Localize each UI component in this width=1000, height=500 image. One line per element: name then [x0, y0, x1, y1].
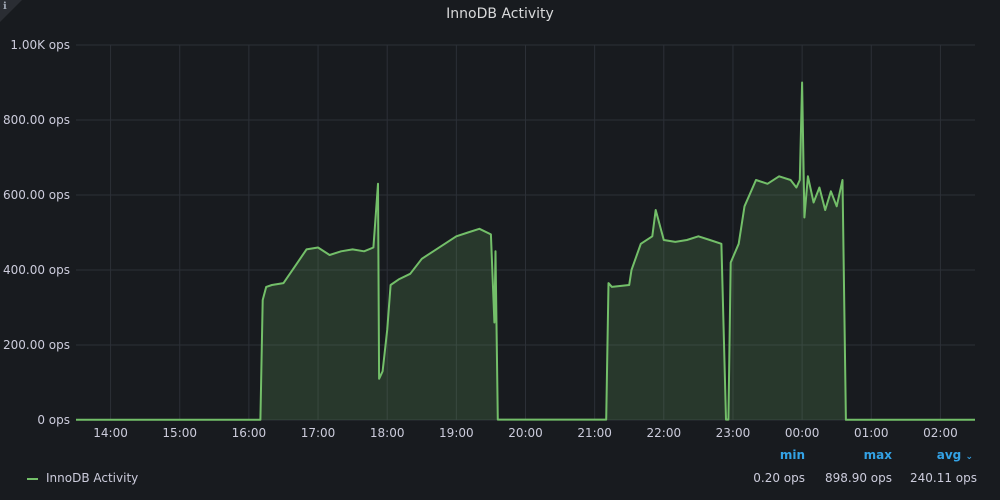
panel-title: InnoDB Activity — [446, 6, 554, 22]
y-tick-label: 600.00 ops — [3, 188, 70, 202]
avg-value: 240.11 ops — [909, 471, 977, 485]
x-tick-label: 20:00 — [508, 426, 543, 440]
x-tick-label: 23:00 — [716, 426, 751, 440]
x-tick-label: 21:00 — [577, 426, 612, 440]
legend-series-name[interactable]: InnoDB Activity — [46, 471, 139, 485]
y-tick-label: 400.00 ops — [3, 263, 70, 277]
x-tick-label: 19:00 — [439, 426, 474, 440]
x-tick-label: 00:00 — [785, 426, 820, 440]
min-value: 0.20 ops — [753, 471, 805, 485]
series-area-fill — [76, 82, 975, 420]
y-tick-label: 0 ops — [37, 413, 70, 427]
max-header[interactable]: max — [863, 448, 892, 462]
max-value: 898.90 ops — [824, 471, 892, 485]
legend: InnoDB Activity min max avg ⌄ 0.20 ops 8… — [0, 446, 1000, 500]
legend-swatch — [27, 478, 38, 480]
series-layer — [76, 81, 975, 421]
y-axis-ticks: 0 ops 200.00 ops 400.00 ops 600.00 ops 800.0… — [3, 38, 70, 427]
chevron-down-icon: ⌄ — [965, 452, 973, 462]
x-tick-label: 17:00 — [301, 426, 336, 440]
panel-corner[interactable] — [0, 0, 22, 22]
x-tick-label: 15:00 — [162, 426, 197, 440]
chart[interactable]: 0 ops 200.00 ops 400.00 ops 600.00 ops 800.0… — [0, 0, 1000, 446]
info-icon[interactable]: ℹ — [3, 1, 7, 12]
x-tick-label: 16:00 — [232, 426, 267, 440]
series-line[interactable] — [76, 81, 975, 421]
y-tick-label: 200.00 ops — [3, 338, 70, 352]
x-tick-label: 18:00 — [370, 426, 405, 440]
avg-header-label: avg — [936, 448, 962, 462]
x-tick-label: 02:00 — [923, 426, 958, 440]
x-tick-label: 14:00 — [93, 426, 128, 440]
x-tick-label: 22:00 — [647, 426, 682, 440]
min-header[interactable]: min — [779, 448, 805, 462]
y-tick-label: 1.00K ops — [10, 38, 70, 52]
grid-lines — [76, 44, 975, 421]
x-axis-ticks: 14:00 15:00 16:00 17:00 18:00 19:00 20:00 21:00… — [93, 426, 957, 440]
avg-header[interactable]: avg ⌄ — [905, 448, 973, 462]
y-tick-label: 800.00 ops — [3, 113, 70, 127]
x-tick-label: 01:00 — [854, 426, 889, 440]
